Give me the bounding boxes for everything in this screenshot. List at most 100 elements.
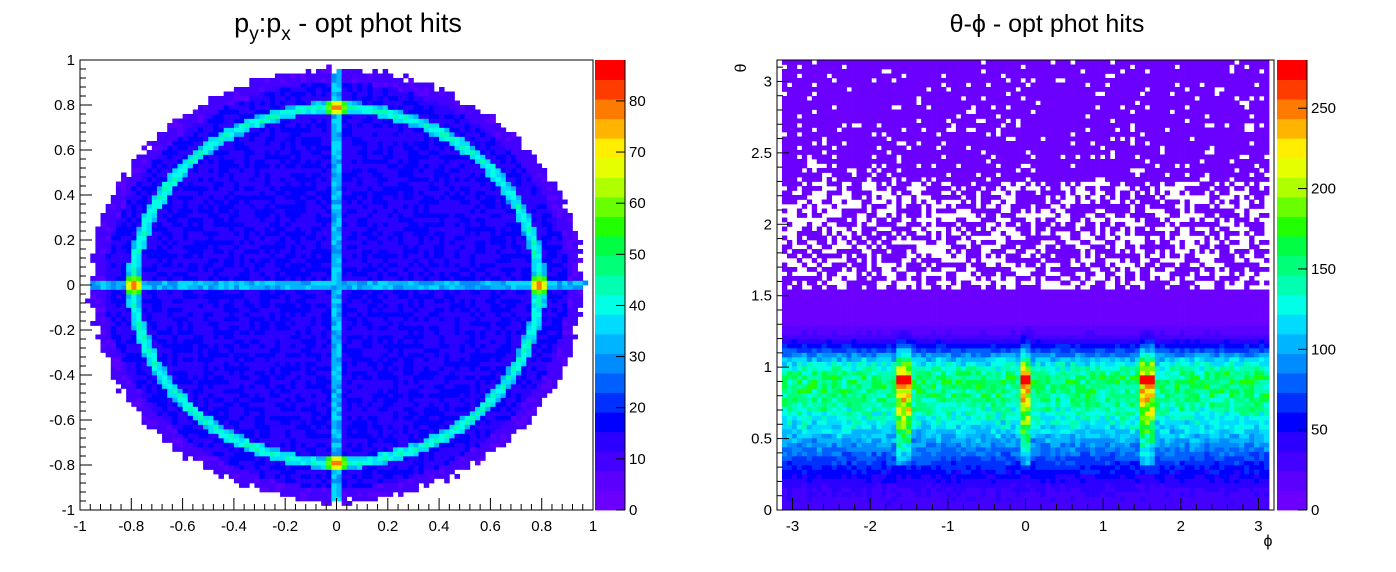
px-py-bin (351, 127, 358, 133)
px-py-bin (346, 357, 353, 362)
px-py-bin (233, 271, 240, 277)
px-py-bin (367, 348, 373, 353)
px-py-bin (141, 240, 148, 245)
px-py-bin (156, 240, 163, 245)
px-py-bin (254, 186, 260, 191)
px-py-bin (208, 388, 214, 394)
px-py-bin (131, 199, 137, 205)
px-py-bin (208, 442, 214, 448)
px-py-bin (315, 379, 322, 385)
px-py-bin (249, 384, 255, 389)
px-py-bin (264, 199, 271, 205)
px-py-bin (341, 132, 348, 137)
px-py-bin (254, 177, 260, 182)
px-py-bin (259, 303, 266, 308)
px-py-bin (172, 240, 178, 245)
px-py-bin (269, 339, 276, 344)
px-py-bin (372, 415, 378, 421)
px-py-bin (213, 100, 219, 106)
px-py-bin (403, 474, 409, 479)
px-py-bin (187, 190, 194, 196)
px-py-bin (141, 289, 148, 295)
px-py-bin (167, 204, 173, 209)
px-py-bin (326, 321, 332, 326)
px-py-bin (192, 370, 199, 376)
px-py-bin (269, 447, 276, 452)
px-py-bin (285, 145, 291, 151)
px-py-bin (310, 384, 317, 389)
px-py-bin (146, 276, 153, 281)
px-py-bin (208, 244, 214, 250)
px-py-bin (310, 370, 317, 376)
px-py-bin (274, 339, 281, 344)
px-py-bin (162, 438, 168, 443)
px-py-bin (336, 312, 342, 317)
px-py-bin (136, 366, 142, 371)
px-py-bin (290, 348, 296, 353)
px-py-bin (310, 478, 317, 484)
px-py-bin (172, 339, 178, 344)
px-py-bin (408, 388, 414, 394)
px-py-bin (398, 330, 404, 335)
px-py-bin (192, 240, 199, 245)
px-py-bin (244, 460, 250, 466)
px-py-bin (274, 397, 281, 403)
px-py-bin (208, 235, 214, 241)
px-py-bin (290, 357, 296, 362)
px-py-bin (259, 213, 266, 218)
px-py-bin (310, 420, 317, 425)
px-py-bin (162, 240, 168, 245)
px-py-bin (223, 186, 230, 191)
px-py-bin (151, 262, 158, 268)
px-py-bin (290, 402, 296, 407)
px-py-bin (146, 190, 153, 196)
px-py-bin (387, 343, 394, 349)
px-py-bin (321, 384, 327, 389)
px-py-bin (269, 483, 276, 488)
px-py-bin (172, 280, 178, 286)
px-py-bin (203, 438, 209, 443)
px-py-bin (321, 150, 327, 155)
px-py-bin (392, 109, 399, 115)
px-py-bin (351, 240, 358, 245)
px-py-bin (326, 190, 332, 196)
px-py-bin (151, 361, 158, 367)
px-py-bin (300, 105, 307, 110)
px-py-bin (172, 271, 178, 277)
px-py-bin (239, 456, 245, 461)
px-py-bin (351, 451, 358, 457)
px-py-bin (305, 222, 312, 227)
px-py-bin (351, 492, 358, 497)
px-py-bin (341, 253, 348, 259)
px-py-bin (367, 294, 373, 299)
px-py-bin (192, 343, 199, 349)
px-py-bin (341, 258, 348, 263)
px-py-bin (259, 226, 266, 232)
px-py-bin (105, 262, 112, 268)
px-py-bin (387, 231, 394, 236)
px-py-bin (326, 388, 332, 394)
px-py-bin (295, 96, 301, 101)
px-py-bin (403, 330, 409, 335)
px-py-bin (218, 460, 224, 466)
px-py-bin (259, 172, 266, 178)
px-py-bin (264, 411, 271, 416)
px-py-bin (115, 213, 122, 218)
px-py-bin (254, 316, 260, 322)
px-py-bin (249, 235, 255, 241)
px-py-bin (223, 379, 230, 385)
px-py-bin (408, 483, 414, 488)
px-py-bin (187, 339, 194, 344)
px-py-bin (300, 361, 307, 367)
px-py-bin (162, 406, 168, 412)
px-py-bin (336, 172, 342, 178)
px-py-bin (269, 100, 276, 106)
px-py-bin (310, 253, 317, 259)
px-py-bin (264, 235, 271, 241)
px-py-bin (336, 249, 342, 254)
px-py-bin (208, 285, 214, 290)
px-py-bin (141, 379, 148, 385)
px-py-bin (331, 222, 337, 227)
px-py-bin (146, 415, 153, 421)
px-py-bin (315, 253, 322, 259)
